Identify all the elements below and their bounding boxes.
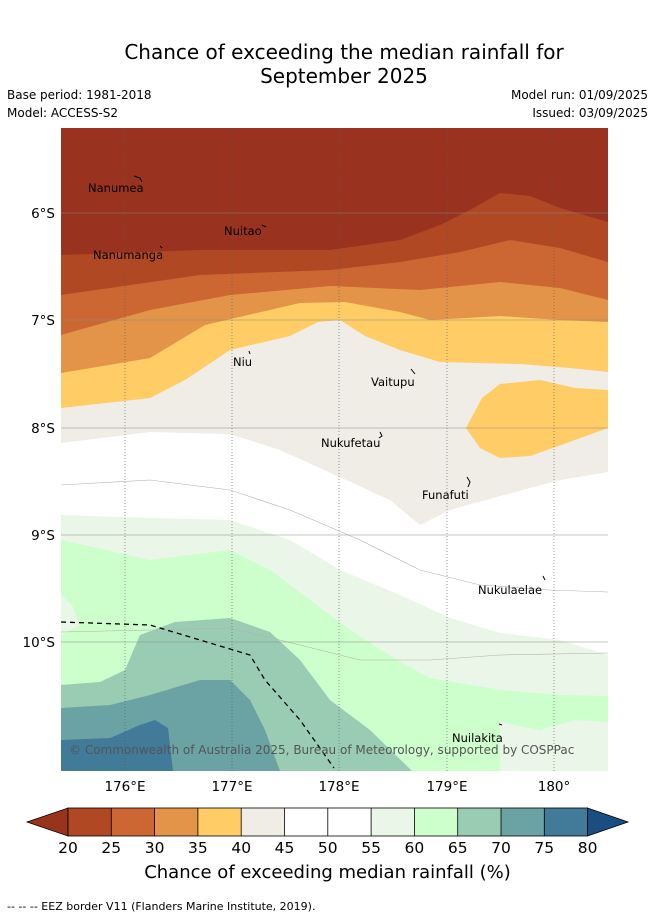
colorbar-over-arrow [587,807,630,837]
lat-label-8s: 8°S [31,421,55,437]
lon-label-180: 180° [538,779,571,795]
copyright-notice: © Commonwealth of Australia 2025, Bureau… [69,743,574,757]
island-nanumanga [159,245,163,249]
label-vaitupu: Vaitupu [371,375,415,389]
colorbar-bin-20-25 [68,808,112,836]
colorbar-tick-75: 75 [534,839,554,857]
graticule [124,128,555,771]
colorbar-bin-65-70 [457,808,501,836]
colorbar-bin-70-75 [501,808,545,836]
colorbar: 20 25 30 35 40 45 50 55 60 65 70 75 80 [25,807,630,857]
label-nukufetau: Nukufetau [321,436,380,450]
island-funafuti [466,476,471,488]
colorbar-tick-60: 60 [405,839,425,857]
colorbar-tick-20: 20 [58,839,78,857]
colorbar-bin-55-60 [371,808,415,836]
label-nanumea: Nanumea [88,181,144,195]
probability-contours: Nanumea Nuitao Nanumanga Niu Vaitupu Nuk… [61,128,608,771]
island-outlines [133,175,546,726]
contour-line-55 [61,479,608,593]
colorbar-tick-80: 80 [578,839,598,857]
colorbar-tick-50: 50 [318,839,338,857]
map-title-line2: September 2025 [260,64,428,88]
longitude-labels: 176°E 177°E 178°E 179°E 180° [104,779,570,795]
map-panel: Nanumea Nuitao Nanumanga Niu Vaitupu Nuk… [23,128,630,857]
colorbar-bin-75-80 [544,808,588,836]
island-niu [248,350,251,355]
colorbar-bin-50-55 [327,808,372,836]
model-run: Model run: 01/09/2025 [510,88,648,102]
label-nanumanga: Nanumanga [93,248,163,262]
issued-date: Issued: 03/09/2025 [532,106,648,120]
island-nukufetau [378,431,383,439]
eez-border [61,621,335,769]
lat-label-9s: 9°S [31,528,55,544]
lon-label-178e: 178°E [318,779,359,795]
place-labels: Nanumea Nuitao Nanumanga Niu Vaitupu Nuk… [88,181,542,745]
lat-label-10s: 10°S [23,635,56,651]
model-name: Model: ACCESS-S2 [7,106,119,120]
colorbar-tick-35: 35 [188,839,208,857]
lat-label-6s: 6°S [31,206,55,222]
base-period: Base period: 1981-2018 [7,88,152,102]
eez-footnote: -- -- -- EEZ border V11 (Flanders Marine… [7,900,316,913]
lon-label-176e: 176°E [104,779,145,795]
lat-label-7s: 7°S [31,313,55,329]
colorbar-tick-40: 40 [231,839,251,857]
label-nuitao: Nuitao [224,224,262,238]
colorbar-tick-30: 30 [145,839,165,857]
island-vaitupu [410,368,416,375]
label-funafuti: Funafuti [422,488,469,502]
colorbar-tick-55: 55 [361,839,381,857]
colorbar-tick-25: 25 [101,839,121,857]
latitude-labels: 6°S 7°S 8°S 9°S 10°S [23,206,56,651]
band-60-lower [500,720,608,771]
colorbar-bin-40-45 [241,808,285,836]
map-title: Chance of exceeding the median rainfall … [0,40,655,88]
parallels [61,212,608,643]
colorbar-under-arrow [25,807,69,837]
band-60-islet [61,595,80,635]
colorbar-dividers [110,808,545,836]
label-nuilakita: Nuilakita [452,731,503,745]
colorbar-tick-65: 65 [448,839,468,857]
colorbar-bin-30-35 [154,808,198,836]
band-40-patch [466,380,608,458]
colorbar-bin-45-50 [284,808,328,836]
label-nukulaelae: Nukulaelae [478,583,542,597]
island-nuilakita [498,723,503,726]
colorbar-bin-35-40 [197,808,242,836]
island-nukulaelae [542,575,546,581]
colorbar-tick-45: 45 [275,839,295,857]
band-80 [61,720,173,771]
lon-label-177e: 177°E [211,779,252,795]
island-nuitao [261,224,267,228]
colorbar-title: Chance of exceeding median rainfall (%) [144,862,511,883]
label-niu: Niu [233,355,252,369]
colorbar-ticks: 20 25 30 35 40 45 50 55 60 65 70 75 80 [58,839,597,857]
colorbar-tick-70: 70 [491,839,511,857]
island-nanumea [133,175,143,183]
colorbar-bin-60-65 [414,808,458,836]
lon-label-179e: 179°E [426,779,467,795]
map-title-line1: Chance of exceeding the median rainfall … [124,40,564,64]
colorbar-bin-25-30 [111,808,155,836]
